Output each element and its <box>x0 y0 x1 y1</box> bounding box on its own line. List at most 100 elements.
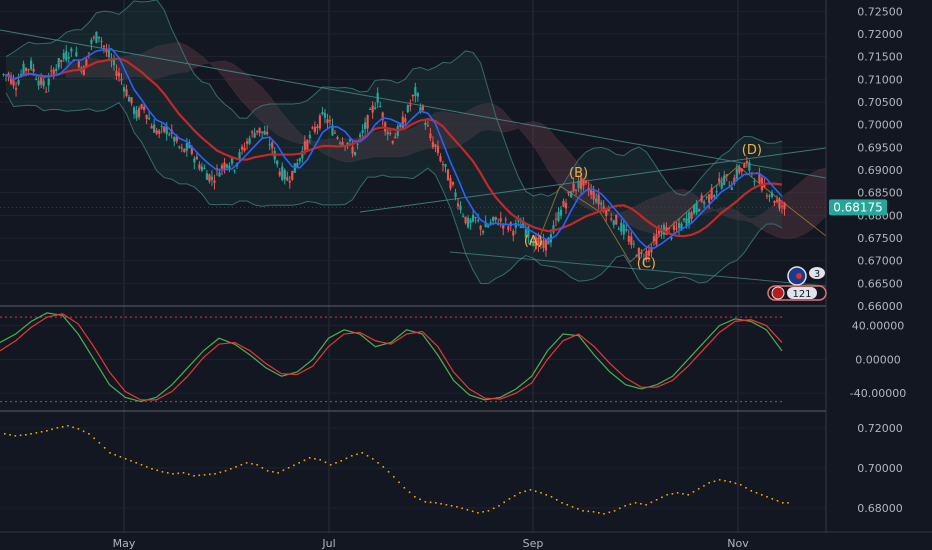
candle-body <box>399 124 402 128</box>
dot-marker <box>77 428 80 430</box>
candle-body <box>738 166 741 173</box>
candle-body <box>507 226 510 230</box>
candle-body <box>723 175 726 185</box>
dot-marker <box>534 490 537 493</box>
trendline-lower <box>449 251 827 287</box>
candle-body <box>65 51 68 61</box>
candle-body <box>765 195 769 197</box>
usa-event-badge[interactable]: 121 <box>767 285 827 301</box>
candle-body <box>163 126 166 132</box>
candle-body <box>175 136 178 142</box>
dot-marker <box>492 507 495 510</box>
candle-body <box>218 172 221 177</box>
dot-marker <box>440 503 442 505</box>
dot-marker <box>67 425 69 427</box>
dot-marker <box>745 487 747 489</box>
candle-body <box>740 168 743 172</box>
dot-marker <box>224 470 227 472</box>
candle-body <box>240 146 244 150</box>
candle-body <box>308 134 311 139</box>
dot-marker <box>387 471 390 473</box>
australia-badge-bubble <box>809 267 825 279</box>
candle-body <box>567 191 570 194</box>
oscillator-pane[interactable] <box>0 312 826 403</box>
candle-body <box>708 194 711 203</box>
dot-marker <box>9 434 11 436</box>
candle-body <box>685 218 688 226</box>
candle-body <box>245 141 249 144</box>
candle-body <box>364 122 367 130</box>
dot-marker <box>256 464 258 466</box>
candle-body <box>389 132 392 134</box>
candle-body <box>351 147 354 154</box>
candle-body <box>178 146 181 148</box>
dot-marker <box>576 508 579 510</box>
dot-marker <box>671 493 674 495</box>
candle-body <box>293 163 296 173</box>
time-axis[interactable]: May Jul Sep Nov <box>0 531 932 550</box>
candle-body <box>713 195 716 198</box>
dots-tick-0-70000: 0.70000 <box>857 462 903 475</box>
candle-body <box>379 106 382 108</box>
candle-body <box>439 156 442 162</box>
candle-body <box>504 219 507 221</box>
candle-body <box>208 174 211 182</box>
dots-pane[interactable] <box>0 425 826 515</box>
price-axis-background <box>826 0 932 532</box>
candle-body <box>158 130 161 134</box>
candle-body <box>32 68 35 72</box>
candle-body <box>446 169 450 181</box>
dot-marker <box>750 490 753 492</box>
dot-marker <box>624 505 626 507</box>
price-axis[interactable]: 0.72500 0.72000 0.71500 0.71000 0.70500 0.700… <box>825 0 932 532</box>
dot-marker <box>145 466 148 468</box>
dots-tick-0-68000: 0.68000 <box>857 502 903 515</box>
dot-marker <box>676 492 679 494</box>
dot-marker <box>734 482 737 485</box>
candle-body <box>401 116 404 129</box>
candle-body <box>758 173 761 183</box>
candle-body <box>499 218 502 222</box>
candle-body <box>338 142 342 144</box>
dot-marker <box>329 464 332 466</box>
candle-body <box>35 78 38 80</box>
candle-body <box>77 61 80 68</box>
candle-body <box>7 73 10 77</box>
dot-marker <box>487 510 490 512</box>
candle-body <box>215 168 219 170</box>
candle-body <box>271 142 274 149</box>
candle-body <box>522 221 525 228</box>
dot-marker <box>93 437 95 440</box>
event-badges[interactable]: 3 121 <box>767 266 827 301</box>
dot-marker <box>419 498 421 501</box>
candle-body <box>45 91 48 93</box>
dot-marker <box>119 456 122 458</box>
candle-body <box>47 78 50 86</box>
dot-marker <box>240 464 243 466</box>
candle-body <box>534 237 537 249</box>
dot-marker <box>471 510 474 513</box>
dot-marker <box>314 458 316 460</box>
y-tick-0-71000: 0.71000 <box>857 73 903 86</box>
candle-body <box>539 240 543 246</box>
australia-event-badge[interactable]: 3 <box>787 266 825 286</box>
candle-body <box>426 125 430 127</box>
dot-marker <box>703 485 705 487</box>
dot-marker <box>219 471 222 474</box>
candle-body <box>346 142 349 146</box>
y-tick-0-67000: 0.67000 <box>857 255 903 268</box>
dot-marker <box>429 501 432 504</box>
dots-gridlines <box>0 427 826 509</box>
candle-body <box>559 209 563 216</box>
usa-badge-bubble <box>787 287 817 299</box>
candle-body <box>472 214 475 222</box>
dot-marker <box>450 505 453 507</box>
dots-tick-labels: 0.72000 0.70000 0.68000 <box>857 422 903 515</box>
candle-body <box>30 60 33 70</box>
candle-body <box>703 201 706 204</box>
dot-marker <box>766 496 768 498</box>
candle-body <box>682 218 686 221</box>
usa-flag-icon <box>771 286 785 300</box>
dot-marker <box>340 460 343 462</box>
candle-body <box>429 133 432 139</box>
